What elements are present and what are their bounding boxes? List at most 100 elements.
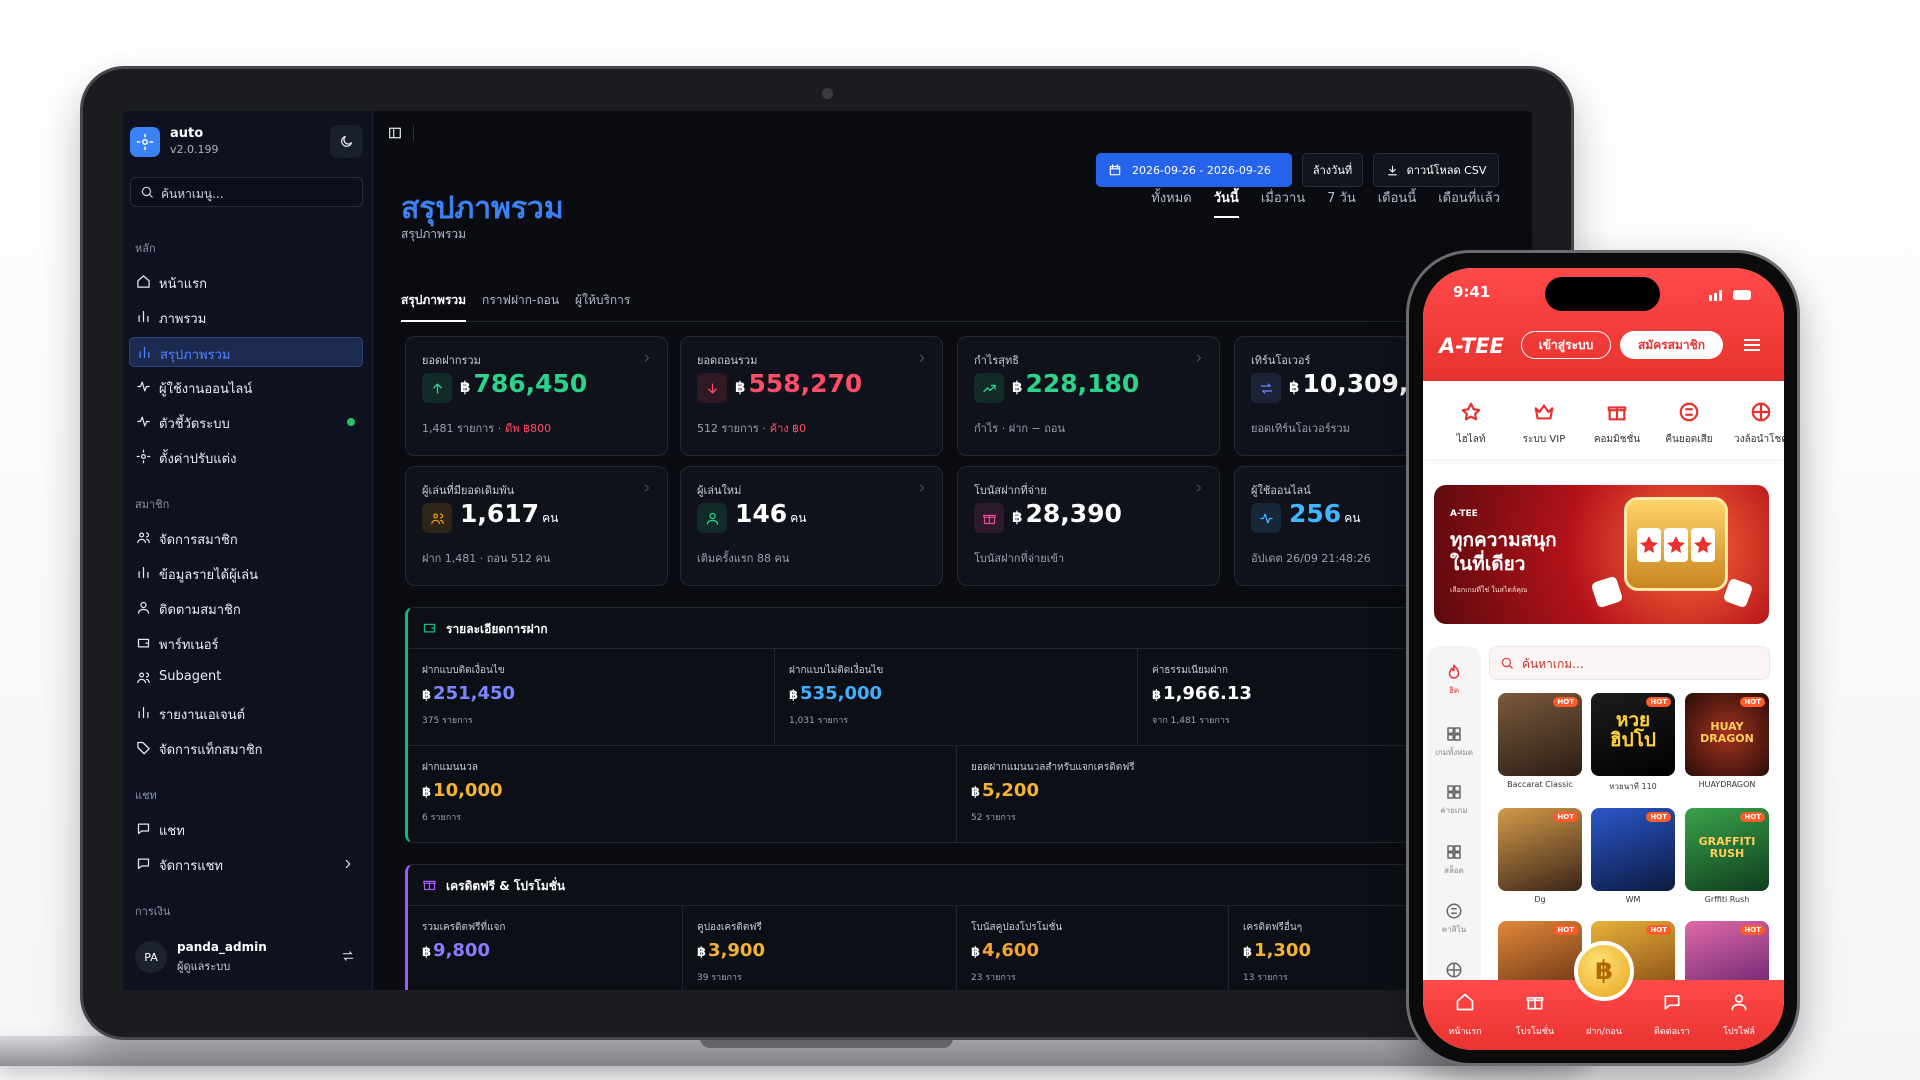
metric-cell[interactable]: เครดิตฟรีอื่นๆ฿ 1,300 13 รายการ: [1229, 905, 1532, 990]
promo-banner[interactable]: A-TEE ทุกความสนุก ในที่เดียว เลือกเกมที่ใช่…: [1434, 485, 1769, 624]
user-block[interactable]: PA panda_admin ผู้ดูแลระบบ: [129, 937, 363, 977]
menu-item[interactable]: จัดการสมาชิก: [129, 523, 363, 553]
metric-cell[interactable]: ค่าธรรมเนียมฝาก฿ 1,966.13 จาก 1,481 รายการ: [1138, 648, 1532, 745]
nav-label[interactable]: ติดต่อเรา: [1654, 1027, 1690, 1037]
menu-item[interactable]: ติดตามสมาชิก: [129, 593, 363, 623]
metric-cell[interactable]: โบนัสคูปองโปรโมชั่น฿ 4,600 23 รายการ: [957, 905, 1229, 990]
nav-label[interactable]: ฝาก/ถอน: [1586, 1027, 1622, 1037]
nav-icon[interactable]: [1525, 992, 1545, 1016]
shortcut-icon[interactable]: [1460, 401, 1482, 427]
label: ยอดฝากแมนนวลสำหรับแจกเครดิตฟรี: [971, 762, 1135, 773]
decor: [1714, 293, 1717, 301]
promotions-section: เครดิตฟรี & โปรโมชั่น รวมเครดิตฟรีที่แจก฿…: [405, 864, 1532, 990]
clear-button[interactable]: ล้างวันที่: [1302, 153, 1363, 187]
note: ยอดเทิร์นโอเวอร์รวม: [1251, 422, 1350, 435]
shortcut-label: คอมมิชชั่น: [1593, 434, 1641, 445]
metric-cell[interactable]: รวมเครดิตฟรีที่แจก฿ 9,800: [408, 905, 683, 990]
icon-shape: [137, 275, 150, 288]
category-icon[interactable]: [1445, 843, 1463, 865]
category-icon[interactable]: [1445, 663, 1463, 685]
toggle-sidebar[interactable]: [387, 125, 403, 145]
game-tile[interactable]: HOT หวยฮิปโป: [1591, 693, 1675, 776]
menu-search[interactable]: ค้นหาเมนู...: [130, 177, 363, 207]
nav-label[interactable]: โปรโมชั่น: [1515, 1027, 1555, 1037]
nav-label[interactable]: หน้าแรก: [1448, 1027, 1482, 1037]
shortcut-icon[interactable]: [1606, 401, 1628, 427]
currency: ฿: [1012, 508, 1023, 526]
view-tab[interactable]: ผู้ให้บริการ: [575, 293, 631, 307]
game-tile[interactable]: HOT: [1591, 808, 1675, 891]
icon: [1259, 513, 1273, 523]
menu-item[interactable]: ผู้ใช้งานออนไลน์: [129, 372, 363, 402]
section-title: หลัก: [135, 242, 156, 255]
stat-card[interactable]: ยอดถอนรวม฿ 558,270 512 รายการ · ค้าง ฿0: [680, 336, 943, 456]
menu-button[interactable]: [1741, 335, 1763, 359]
card-note: ฝาก 1,481 · ถอน 512 คน: [422, 549, 550, 567]
icon: [423, 880, 436, 891]
menu-item[interactable]: ข้อมูลรายได้ผู้เล่น: [129, 558, 363, 588]
menu-item[interactable]: ตัวชี้วัดระบบ: [129, 407, 363, 437]
view-tab[interactable]: สรุปภาพรวม: [401, 287, 467, 322]
metric-cell[interactable]: ยอดฝากแมนนวลสำหรับแจกเครดิตฟรี฿ 5,200 52 ร…: [957, 745, 1532, 842]
card-icon: [422, 503, 452, 533]
metric-cell[interactable]: ฝากแบบติดเงื่อนไข฿ 251,450 375 รายการ: [408, 648, 775, 745]
game-tile[interactable]: HOT: [1498, 693, 1582, 776]
stat-card[interactable]: กำไรสุทธิ฿ 228,180 กำไร · ฝาก − ถอน: [957, 336, 1220, 456]
menu-label: ติดตามสมาชิก: [159, 603, 241, 618]
game-tile[interactable]: HOT: [1498, 808, 1582, 891]
game-search[interactable]: ค้นหาเกม...: [1489, 646, 1770, 680]
shortcut-icon[interactable]: [1750, 401, 1772, 427]
period-tab[interactable]: 7 วัน: [1327, 191, 1356, 206]
menu-item[interactable]: รายงานเอเจนต์: [129, 698, 363, 728]
period-tab[interactable]: เมื่อวาน: [1260, 191, 1306, 206]
menu-item[interactable]: ภาพรวม: [129, 302, 363, 332]
icon-shape: [982, 384, 996, 392]
deposit-coin[interactable]: ฿: [1574, 941, 1634, 1001]
icon: [1461, 402, 1481, 421]
nav-icon[interactable]: [1662, 992, 1682, 1016]
shortcut-icon[interactable]: [1678, 401, 1700, 427]
category-icon[interactable]: [1445, 725, 1463, 747]
note: อัปเดต 26/09 21:48:26: [1251, 552, 1371, 565]
shortcut-icon[interactable]: [1533, 401, 1555, 427]
menu-item[interactable]: แชท: [129, 814, 363, 844]
stat-card[interactable]: ยอดฝากรวม฿ 786,450 1,481 รายการ · ดีพ ฿800: [405, 336, 668, 456]
nav-label[interactable]: โปรไฟล์: [1723, 1027, 1755, 1037]
stat-card[interactable]: ผู้เล่นใหม่ 146 คน เติมครั้งแรก 88 คน: [680, 466, 943, 586]
metric-cell[interactable]: ฝากแบบไม่ติดเงื่อนไข฿ 535,000 1,031 รายการ: [775, 648, 1138, 745]
date-range-button[interactable]: 2026-09-26 - 2026-09-26: [1096, 153, 1292, 187]
view-tab[interactable]: กราฟฝาก-ถอน: [482, 293, 560, 307]
menu-item[interactable]: หน้าแรก: [129, 267, 363, 297]
game-tile[interactable]: HOT HUAY DRAGON: [1685, 693, 1769, 776]
signup-button[interactable]: สมัครสมาชิก: [1620, 331, 1723, 359]
menu-item[interactable]: พาร์ทเนอร์: [129, 628, 363, 658]
dice: [1722, 577, 1754, 609]
theme-toggle[interactable]: [330, 125, 363, 158]
nav-icon[interactable]: [1729, 992, 1749, 1016]
nav-icon[interactable]: [1455, 992, 1475, 1016]
stat-card[interactable]: โบนัสฝากที่จ่าย฿ 28,390 โบนัสฝากที่จ่ายเข้…: [957, 466, 1220, 586]
period-tab[interactable]: เดือนที่แล้ว: [1438, 191, 1500, 206]
menu-item[interactable]: ตั้งค่าปรับแต่ง: [129, 442, 363, 472]
period-tab[interactable]: ทั้งหมด: [1151, 191, 1192, 206]
menu-item[interactable]: จัดการแชท: [129, 849, 363, 879]
period-tab[interactable]: วันนี้: [1213, 187, 1239, 218]
download-button[interactable]: ดาวน์โหลด CSV: [1373, 153, 1499, 187]
stat-card[interactable]: ผู้เล่นที่มียอดเดิมพัน 1,617 คน ฝาก 1,481 ·…: [405, 466, 668, 586]
menu-item[interactable]: สรุปภาพรวม: [129, 337, 363, 367]
period-tab[interactable]: เดือนนี้: [1377, 191, 1417, 206]
menu-item[interactable]: Subagent: [129, 663, 363, 693]
game-tile[interactable]: HOT GRAFFITI RUSH: [1685, 808, 1769, 891]
label: ฝากแบบติดเงื่อนไข: [422, 665, 505, 676]
currency: ฿: [422, 688, 432, 703]
category-icon[interactable]: [1445, 902, 1463, 924]
metric-cell[interactable]: ฝากแมนนวล฿ 10,000 6 รายการ: [408, 745, 957, 842]
slot-machine: [1624, 497, 1728, 591]
icon: [1448, 664, 1460, 679]
metric-cell[interactable]: คูปองเครดิตฟรี฿ 3,900 39 รายการ: [683, 905, 957, 990]
icon-shape: [1731, 994, 1747, 1011]
icon-shape: [1259, 513, 1273, 523]
login-button[interactable]: เข้าสู่ระบบ: [1521, 331, 1611, 359]
menu-item[interactable]: จัดการแท็กสมาชิก: [129, 733, 363, 763]
category-icon[interactable]: [1445, 783, 1463, 805]
